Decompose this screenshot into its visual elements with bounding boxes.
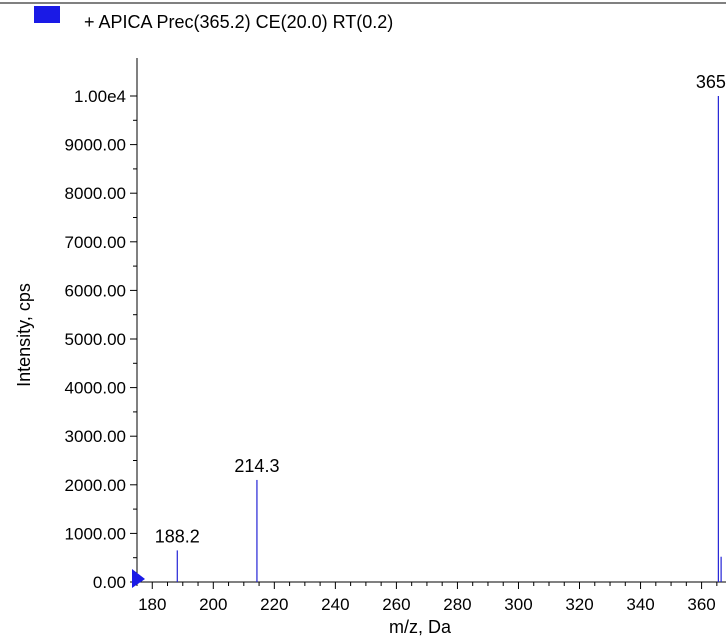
legend-label: + APICA Prec(365.2) CE(20.0) RT(0.2) <box>84 12 393 32</box>
ticks: 180 200 220 240 260 280 300 320 340 360 0.00 1000.0… <box>65 87 718 614</box>
y-tick-label: 5000.00 <box>65 330 126 349</box>
peak-label: 365.5 <box>696 72 726 92</box>
y-tick-label: 0.00 <box>93 573 126 592</box>
x-tick-label: 320 <box>565 595 593 614</box>
x-tick-label: 240 <box>321 595 349 614</box>
x-tick-label: 200 <box>199 595 227 614</box>
y-tick-label: 9000.00 <box>65 136 126 155</box>
y-tick-label: 1000.00 <box>65 524 126 543</box>
y-tick-label: 8000.00 <box>65 184 126 203</box>
peak-label: 188.2 <box>155 526 200 546</box>
legend: + APICA Prec(365.2) CE(20.0) RT(0.2) <box>34 6 393 32</box>
axes <box>0 2 726 583</box>
x-axis-label: m/z, Da <box>389 617 452 637</box>
y-axis-label: Intensity, cps <box>14 283 34 387</box>
peaks: 188.2 214.3 365.5 <box>155 72 726 582</box>
baseline-marker-icon <box>132 569 145 588</box>
y-tick-label: 3000.00 <box>65 427 126 446</box>
y-tick-label: 4000.00 <box>65 379 126 398</box>
y-tick-label: 1.00e4 <box>74 87 126 106</box>
x-tick-label: 280 <box>443 595 471 614</box>
x-tick-label: 180 <box>138 595 166 614</box>
y-tick-label: 6000.00 <box>65 281 126 300</box>
x-tick-label: 220 <box>260 595 288 614</box>
x-tick-label: 360 <box>687 595 715 614</box>
y-tick-label: 7000.00 <box>65 233 126 252</box>
x-tick-label: 300 <box>504 595 532 614</box>
legend-swatch <box>34 6 60 23</box>
y-tick-label: 2000.00 <box>65 476 126 495</box>
peak-label: 214.3 <box>234 456 279 476</box>
x-tick-label: 340 <box>626 595 654 614</box>
x-tick-label: 260 <box>382 595 410 614</box>
